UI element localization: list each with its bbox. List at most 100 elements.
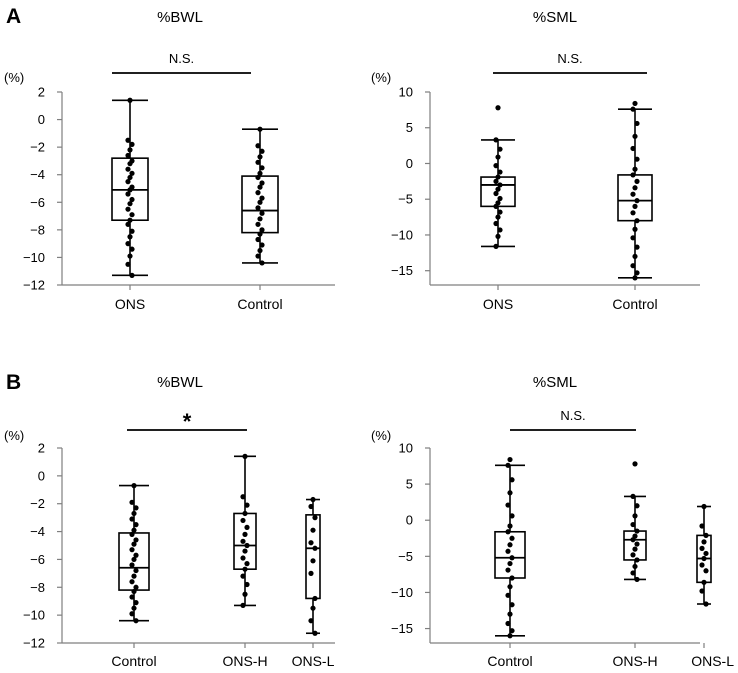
y-tick-label: −12 [23, 636, 45, 651]
data-point [634, 557, 640, 563]
data-point [630, 493, 636, 499]
data-point [630, 172, 636, 178]
data-point [257, 231, 263, 237]
data-point [131, 573, 137, 579]
data-point [242, 531, 248, 537]
data-point [308, 570, 314, 576]
data-point [129, 594, 135, 600]
data-point [133, 618, 139, 624]
data-point [505, 567, 511, 573]
data-point [497, 227, 503, 233]
y-tick-label: −2 [30, 140, 45, 155]
data-point [495, 186, 501, 192]
data-point [255, 143, 261, 149]
data-point [507, 456, 513, 463]
data-point [703, 532, 709, 538]
category-label: Control [612, 296, 657, 312]
data-point [127, 147, 133, 153]
data-point [127, 201, 133, 207]
data-point [257, 247, 263, 254]
data-point [493, 178, 499, 184]
data-point [240, 555, 246, 561]
chart-2: %SML (%) 10 5 0 −5 −10 −15 ONS Control N.S. [371, 9, 700, 312]
data-point [129, 196, 135, 203]
data-point [630, 191, 636, 197]
significance-label: N.S. [557, 51, 582, 66]
data-point [634, 244, 640, 250]
panel-letter-a: A [6, 5, 21, 28]
data-point [312, 545, 318, 551]
data-point [632, 226, 638, 232]
data-point [634, 503, 640, 509]
category-label: ONS [483, 296, 513, 312]
data-point [507, 542, 513, 548]
significance-label: N.S. [560, 408, 585, 423]
data-point [257, 154, 263, 160]
data-point [125, 241, 131, 247]
data-point [125, 166, 131, 172]
box-control [241, 128, 279, 264]
data-point [493, 243, 499, 249]
y-tick-label: −15 [391, 263, 413, 278]
data-point [495, 105, 501, 111]
data-point [127, 234, 133, 240]
data-point [699, 562, 705, 568]
data-point [497, 209, 503, 215]
data-point [255, 159, 261, 165]
data-point [495, 174, 501, 180]
data-point [242, 566, 248, 572]
category-label: ONS-L [292, 653, 335, 669]
category-label: ONS-H [612, 653, 657, 669]
data-point [129, 272, 135, 278]
data-point [310, 496, 316, 503]
data-point [129, 499, 135, 505]
data-point [703, 568, 709, 574]
data-point [630, 570, 636, 576]
y-tick-label: 10 [399, 85, 413, 100]
y-tick-label: 0 [406, 156, 413, 171]
category-label: Control [487, 653, 532, 669]
data-point [632, 563, 638, 570]
y-tick-label: −4 [30, 167, 45, 182]
data-point [244, 561, 250, 567]
y-axis-unit-label: (%) [371, 428, 391, 443]
data-point [242, 591, 248, 597]
data-point [632, 185, 638, 191]
y-tick-label: −4 [30, 524, 45, 539]
chart-title: %SML [533, 9, 577, 26]
data-point [509, 628, 515, 634]
category-label: ONS [115, 296, 145, 312]
data-point [495, 154, 501, 160]
data-point [131, 605, 137, 611]
data-point [127, 161, 133, 167]
data-point [634, 576, 640, 583]
box-ons-l [305, 498, 321, 635]
y-tick-label: −10 [391, 585, 413, 600]
data-point [259, 242, 265, 248]
data-point [632, 461, 638, 467]
data-point [703, 550, 709, 557]
y-tick-label: 2 [38, 441, 45, 456]
data-point [493, 163, 499, 169]
data-point [133, 584, 139, 590]
y-tick-label: 10 [399, 441, 413, 456]
data-point [507, 490, 513, 496]
data-point [509, 575, 515, 581]
data-point [505, 620, 511, 627]
y-tick-label: 0 [406, 513, 413, 528]
y-tick-label: −10 [23, 250, 45, 265]
y-tick-label: −5 [398, 192, 413, 207]
data-point [257, 170, 263, 176]
data-point [129, 246, 135, 252]
panel-letter-b: B [6, 371, 21, 394]
category-label: Control [237, 296, 282, 312]
y-tick-label: −10 [23, 608, 45, 623]
data-point [257, 216, 263, 222]
chart-title: %BWL [157, 9, 203, 26]
data-point [509, 535, 515, 541]
data-point [125, 137, 131, 143]
data-point [493, 220, 499, 227]
y-tick-label: −5 [398, 549, 413, 564]
data-point [701, 555, 707, 562]
data-point [634, 528, 640, 534]
